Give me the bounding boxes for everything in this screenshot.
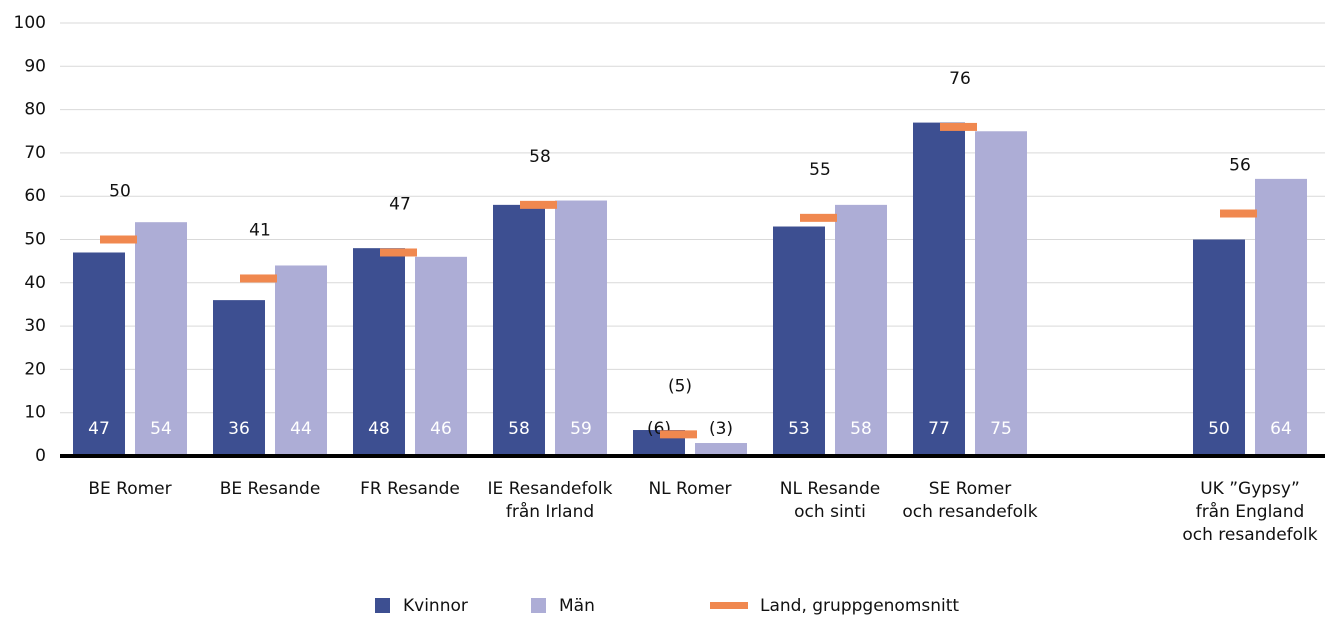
bar xyxy=(913,122,965,456)
value-label: 64 xyxy=(1270,419,1292,439)
bar xyxy=(353,248,405,456)
bar xyxy=(275,265,327,456)
legend-label: Land, gruppgenomsnitt xyxy=(760,596,959,616)
y-tick-label: 30 xyxy=(24,316,46,336)
y-tick-label: 100 xyxy=(14,13,46,33)
value-label: 48 xyxy=(368,419,390,439)
x-tick-label: BE Romer xyxy=(88,479,171,499)
value-label: 50 xyxy=(1208,419,1230,439)
bar xyxy=(415,256,467,456)
y-tick-label: 60 xyxy=(24,186,46,206)
x-tick-label: BE Resande xyxy=(220,479,321,499)
average-marker xyxy=(240,274,277,283)
bar xyxy=(135,222,187,456)
x-tick-label: från Irland xyxy=(506,501,594,522)
average-marker xyxy=(660,430,697,439)
x-tick-label: och sinti xyxy=(794,502,866,522)
value-label: 47 xyxy=(88,419,110,439)
average-marker xyxy=(800,213,837,222)
value-label: 58 xyxy=(850,419,872,439)
value-label: 53 xyxy=(788,419,810,439)
average-label: 47 xyxy=(389,194,411,214)
value-label: 58 xyxy=(508,419,530,439)
y-tick-label: 90 xyxy=(24,56,46,76)
bar xyxy=(1255,178,1307,456)
bar xyxy=(975,131,1027,456)
average-label: 55 xyxy=(809,160,831,180)
y-tick-label: 50 xyxy=(24,230,46,250)
legend-swatch xyxy=(710,602,748,609)
x-tick-label: FR Resande xyxy=(360,479,460,499)
average-label: 56 xyxy=(1229,156,1251,176)
value-label: 46 xyxy=(430,419,452,439)
average-label: 50 xyxy=(109,182,131,202)
y-tick-label: 40 xyxy=(24,273,46,293)
average-marker xyxy=(100,235,137,244)
average-marker xyxy=(520,200,557,209)
y-tick-label: 20 xyxy=(24,359,46,379)
legend-label: Kvinnor xyxy=(403,596,468,616)
average-marker xyxy=(380,248,417,257)
bar xyxy=(835,204,887,456)
legend-swatch xyxy=(531,598,546,613)
bar xyxy=(555,200,607,456)
value-label: (3) xyxy=(709,419,733,439)
value-label: 36 xyxy=(228,419,250,439)
y-tick-label: 10 xyxy=(24,403,46,423)
x-tick-label: IE Resandefolk xyxy=(488,479,613,499)
bar xyxy=(773,226,825,456)
value-label: 59 xyxy=(570,419,592,439)
x-tick-label: från England xyxy=(1196,501,1305,522)
average-label: 76 xyxy=(949,69,971,89)
bar xyxy=(213,300,265,456)
x-tick-label: NL Romer xyxy=(648,479,731,499)
y-tick-label: 70 xyxy=(24,143,46,163)
bar xyxy=(73,252,125,456)
y-tick-label: 0 xyxy=(35,446,46,466)
bar xyxy=(1193,239,1245,456)
average-label: 41 xyxy=(249,220,271,240)
x-tick-label: och resandefolk xyxy=(1182,525,1317,545)
y-tick-label: 80 xyxy=(24,100,46,120)
x-tick-label: UK ”Gypsy” xyxy=(1200,479,1300,499)
average-label: 58 xyxy=(529,147,551,167)
legend-swatch xyxy=(375,598,390,613)
average-label: (5) xyxy=(668,376,692,396)
value-label: 54 xyxy=(150,419,172,439)
bar xyxy=(695,443,747,456)
value-label: 44 xyxy=(290,419,312,439)
x-tick-label: och resandefolk xyxy=(902,502,1037,522)
bar xyxy=(493,204,545,456)
average-marker xyxy=(940,122,977,131)
average-marker xyxy=(1220,209,1257,218)
x-tick-label: SE Romer xyxy=(929,479,1011,499)
legend-label: Män xyxy=(559,596,595,616)
value-label: 75 xyxy=(990,419,1012,439)
value-label: 77 xyxy=(928,419,950,439)
x-tick-label: NL Resande xyxy=(780,479,880,499)
